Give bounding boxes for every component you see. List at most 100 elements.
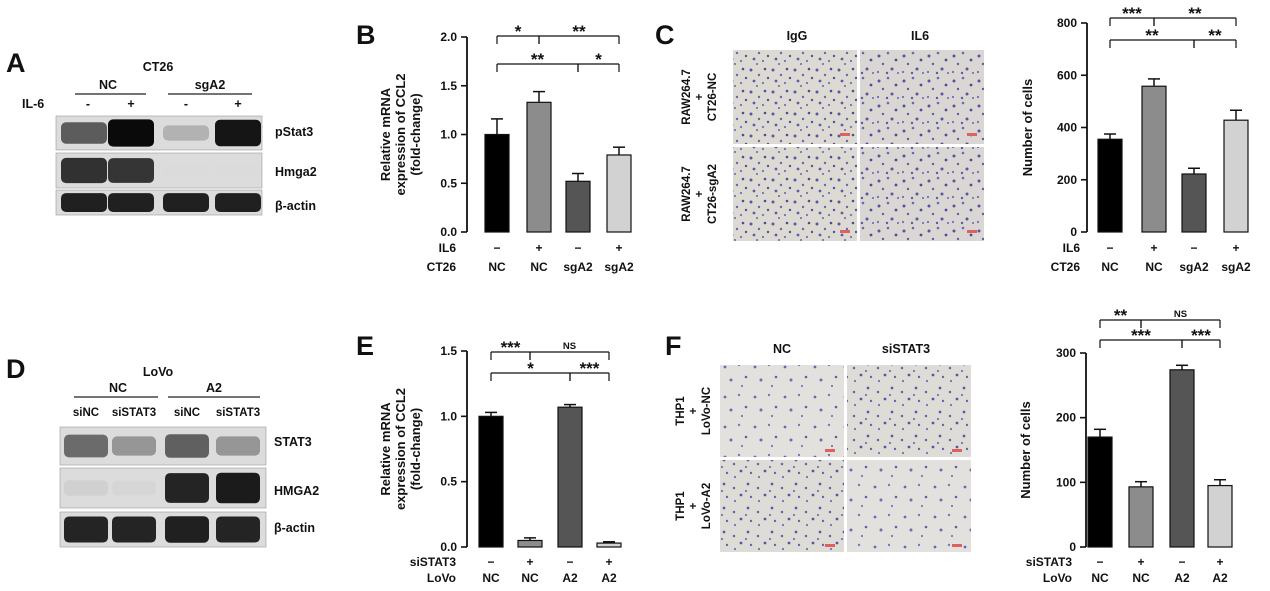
scale-bar <box>967 230 977 233</box>
svg-text:+: + <box>688 502 700 509</box>
bar <box>606 154 632 233</box>
row-label: RAW264.7 + CT26-NC <box>681 69 719 125</box>
panel-letter: E <box>356 331 374 361</box>
significance-label: NS <box>563 341 576 352</box>
y-tick-label: 600 <box>1057 68 1077 82</box>
significance-label: ** <box>1188 4 1202 23</box>
row-label: THP1 + LoVo-A2 <box>675 483 713 529</box>
blot-band <box>108 193 154 212</box>
lane-label: siNC <box>174 407 200 419</box>
blot-band <box>108 119 154 147</box>
y-axis-title-line: Number of cells <box>1018 401 1033 499</box>
blot-band <box>216 436 260 456</box>
svg-text:CT26-NC: CT26-NC <box>707 73 719 122</box>
micrograph <box>847 365 971 457</box>
scale-bar <box>952 449 962 452</box>
y-axis-title-line: (fold-change) <box>408 93 423 175</box>
category-label: − <box>1106 241 1113 255</box>
y-axis-title-line: expression of CCL2 <box>393 388 408 510</box>
panel-letter: B <box>356 20 376 50</box>
category-row-label: IL6 <box>439 241 457 255</box>
category-label: + <box>615 241 622 255</box>
y-tick-label: 100 <box>1056 475 1076 489</box>
category-label: NC <box>1101 260 1119 274</box>
y-tick-label: 200 <box>1056 411 1076 425</box>
blot-band <box>61 157 107 184</box>
category-label: − <box>1178 555 1185 569</box>
blot-band <box>165 473 209 503</box>
bar <box>484 133 510 233</box>
y-tick-label: 2.0 <box>440 30 457 44</box>
protein-label: β-actin <box>274 521 315 535</box>
blot-band <box>163 164 209 177</box>
bar <box>1097 138 1123 233</box>
protein-label: pStat3 <box>275 125 313 139</box>
scale-bar <box>840 133 850 136</box>
bar <box>1223 119 1249 233</box>
row-label: THP1 + LoVo-NC <box>675 387 713 435</box>
cell-line-label: LoVo <box>143 365 174 379</box>
column-header: IgG <box>787 29 808 43</box>
bar <box>478 415 504 548</box>
scale-bar <box>952 544 962 547</box>
micrograph <box>860 147 984 241</box>
group-label: A2 <box>206 381 222 395</box>
panel-letter: D <box>6 354 26 384</box>
y-axis-title: Relative mRNA expression of CCL2 (fold-cha… <box>378 388 423 510</box>
treatment-mark: + <box>127 97 134 111</box>
blot-band <box>163 193 209 212</box>
y-axis-title-line: expression of CCL2 <box>393 73 408 195</box>
significance-label: *** <box>580 359 600 378</box>
bar <box>596 542 622 548</box>
column-header: siSTAT3 <box>882 342 930 356</box>
blot-band <box>61 193 107 212</box>
blot-band <box>64 434 108 458</box>
y-tick-label: 800 <box>1057 16 1077 30</box>
category-row-label: LoVo <box>1043 571 1072 585</box>
lane-label: siNC <box>73 407 99 419</box>
significance-label: ** <box>1145 26 1159 45</box>
category-label: NC <box>530 260 548 274</box>
significance-label: ** <box>531 50 545 69</box>
category-label: + <box>526 555 533 569</box>
category-label: − <box>566 555 573 569</box>
category-label: − <box>1190 241 1197 255</box>
y-axis-title: Number of cells <box>1018 401 1033 499</box>
bar <box>1207 484 1233 548</box>
svg-text:RAW264.7: RAW264.7 <box>681 166 693 222</box>
category-row-label: CT26 <box>1051 260 1081 274</box>
bar <box>565 180 591 233</box>
panel-f-images: F NC siSTAT3 THP1 + LoVo-NC THP1 + LoVo-… <box>665 331 971 552</box>
category-row-label: siSTAT3 <box>410 555 457 569</box>
svg-text:CT26-sgA2: CT26-sgA2 <box>707 164 719 224</box>
group-label: NC <box>109 381 127 395</box>
panel-letter: A <box>6 48 26 78</box>
category-label: sgA2 <box>1221 260 1251 274</box>
protein-label: HMGA2 <box>274 484 319 498</box>
bar <box>1128 486 1154 548</box>
cell-line-label: CT26 <box>143 60 174 74</box>
y-tick-label: 1.0 <box>440 128 457 142</box>
y-tick-label: 0.5 <box>440 475 457 489</box>
bar <box>1087 436 1113 548</box>
column-header: NC <box>773 342 791 356</box>
blot-band <box>215 193 261 212</box>
category-label: NC <box>482 571 500 585</box>
blot-band <box>61 122 107 144</box>
y-tick-label: 0.5 <box>440 176 457 190</box>
bar <box>557 406 583 548</box>
blot-band <box>216 516 260 543</box>
row-label: RAW264.7 + CT26-sgA2 <box>681 164 719 224</box>
blot-band <box>112 436 156 456</box>
significance-label: *** <box>1191 326 1211 345</box>
significance-label: ** <box>1208 26 1222 45</box>
y-axis-title: Relative mRNA expression of CCL2 (fold-cha… <box>378 73 423 195</box>
category-label: A2 <box>562 571 578 585</box>
category-label: NC <box>1091 571 1109 585</box>
scale-bar <box>967 133 977 136</box>
micrograph <box>720 365 844 457</box>
treatment-mark: - <box>86 97 90 111</box>
category-label: sgA2 <box>604 260 634 274</box>
bar <box>1141 85 1167 233</box>
